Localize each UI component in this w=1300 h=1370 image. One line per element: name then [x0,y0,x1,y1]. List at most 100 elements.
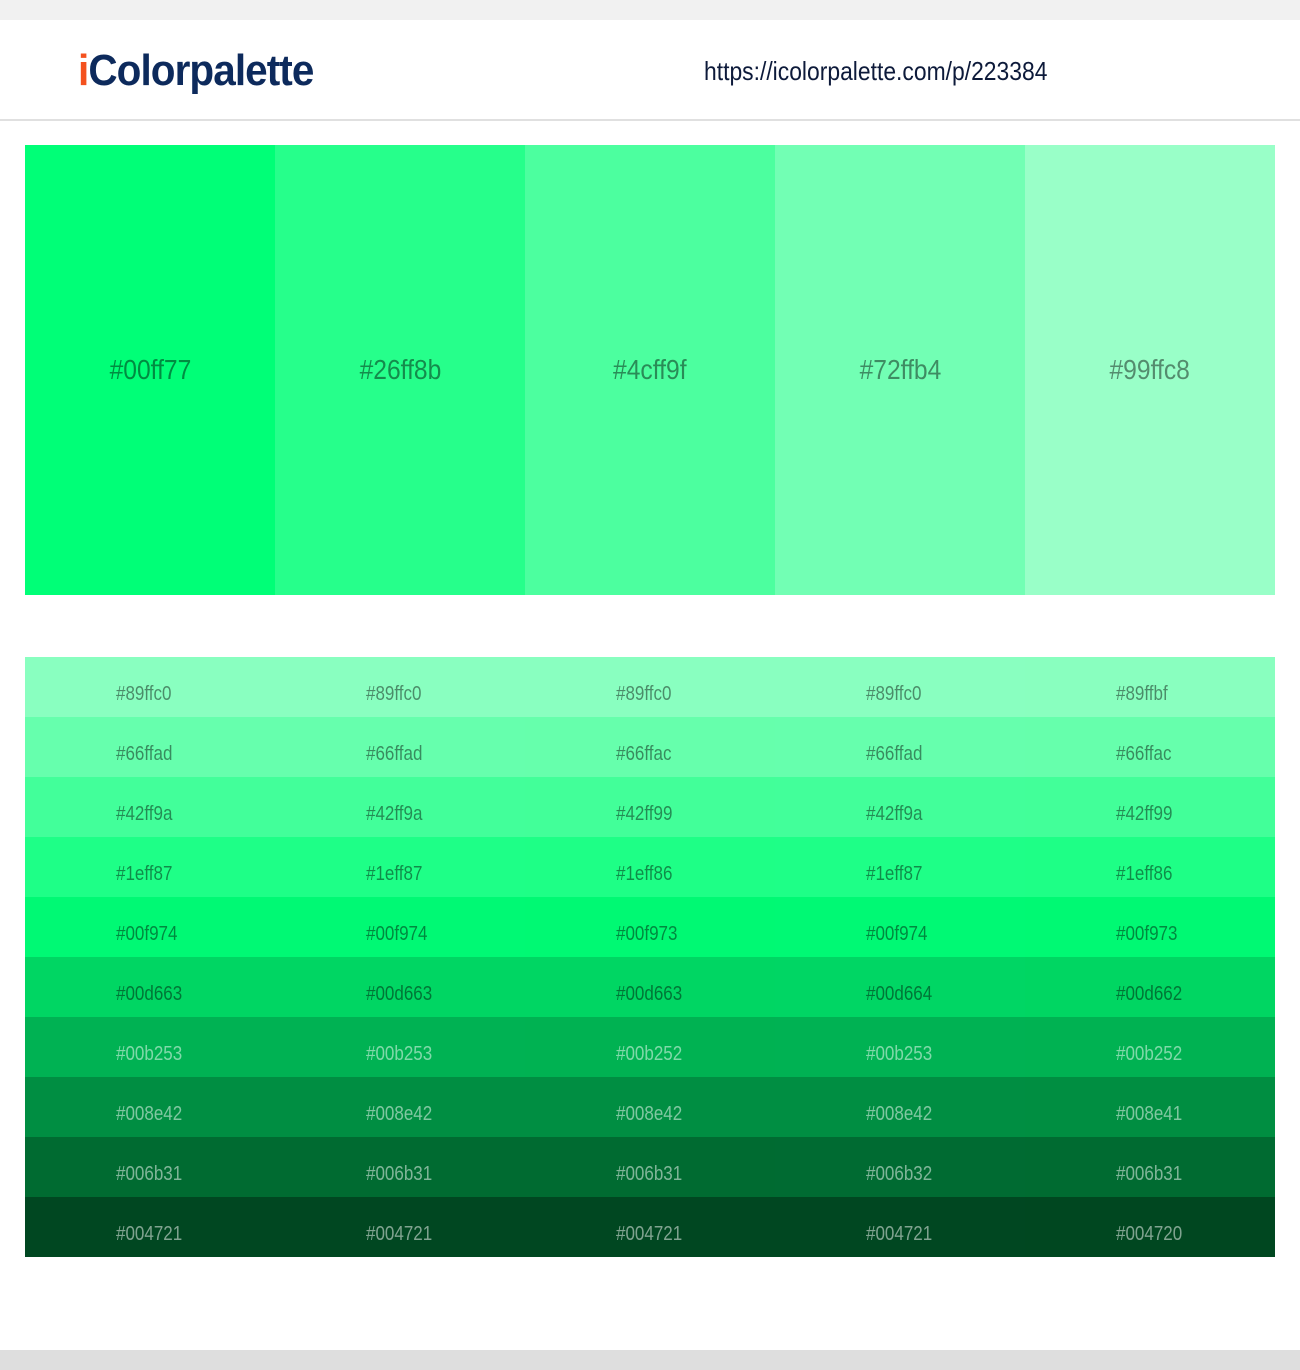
shade-cell[interactable]: #004721 [25,1197,275,1257]
shade-cell[interactable]: #42ff9a [275,777,525,837]
shade-hex-label: #1eff87 [116,863,173,885]
swatch-hex-label: #4cff9f [613,354,687,385]
color-swatch[interactable]: #00ff77 [25,145,275,595]
shade-cell[interactable]: #1eff87 [275,837,525,897]
shade-cell[interactable]: #00d663 [275,957,525,1017]
shade-cell[interactable]: #42ff9a [25,777,275,837]
shade-cell[interactable]: #42ff99 [1025,777,1275,837]
shade-hex-label: #00f973 [616,923,678,945]
shade-cell[interactable]: #006b32 [775,1137,1025,1197]
shade-hex-label: #89ffbf [1116,683,1168,705]
color-swatch[interactable]: #26ff8b [275,145,525,595]
swatch-hex-label: #99ffc8 [1109,354,1191,385]
shade-cell[interactable]: #1eff86 [525,837,775,897]
shade-hex-label: #008e42 [116,1103,183,1125]
shade-cell[interactable]: #42ff9a [775,777,1025,837]
shade-cell[interactable]: #00d663 [25,957,275,1017]
shade-cell[interactable]: #00f974 [775,897,1025,957]
shade-cell[interactable]: #004721 [275,1197,525,1257]
shade-cell[interactable]: #00f973 [525,897,775,957]
shade-row: #66ffad #66ffad #66ffac #66ffad #66ffac [25,717,1275,777]
shade-cell[interactable]: #1eff87 [25,837,275,897]
shade-hex-label: #00f974 [866,923,928,945]
shade-row: #89ffc0 #89ffc0 #89ffc0 #89ffc0 #89ffbf [25,657,1275,717]
logo-i: i [78,46,89,95]
shade-cell[interactable]: #00b252 [1025,1017,1275,1077]
shade-hex-label: #42ff99 [616,803,673,825]
shade-cell[interactable]: #006b31 [525,1137,775,1197]
top-bar [0,0,1300,20]
shade-hex-label: #00d663 [616,983,683,1005]
shade-hex-label: #00b253 [116,1043,183,1065]
shade-cell[interactable]: #89ffc0 [25,657,275,717]
shade-cell[interactable]: #00d663 [525,957,775,1017]
shade-hex-label: #00f974 [366,923,428,945]
color-swatch[interactable]: #4cff9f [525,145,775,595]
shade-hex-label: #00b252 [616,1043,683,1065]
shade-cell[interactable]: #00b253 [25,1017,275,1077]
shade-hex-label: #1eff87 [366,863,423,885]
shade-hex-label: #008e42 [866,1103,933,1125]
shade-hex-label: #004721 [366,1223,433,1245]
shade-cell[interactable]: #66ffac [1025,717,1275,777]
shade-row: #00b253 #00b253 #00b252 #00b253 #00b252 [25,1017,1275,1077]
shade-cell[interactable]: #008e42 [525,1077,775,1137]
shade-cell[interactable]: #00f973 [1025,897,1275,957]
logo[interactable]: iColorpalette [78,46,314,96]
shade-cell[interactable]: #006b31 [1025,1137,1275,1197]
shade-cell[interactable]: #008e42 [275,1077,525,1137]
shade-row: #00f974 #00f974 #00f973 #00f974 #00f973 [25,897,1275,957]
shade-cell[interactable]: #008e41 [1025,1077,1275,1137]
bottom-bar [0,1350,1300,1370]
shade-row: #008e42 #008e42 #008e42 #008e42 #008e41 [25,1077,1275,1137]
color-swatch[interactable]: #72ffb4 [775,145,1025,595]
shade-cell[interactable]: #42ff99 [525,777,775,837]
shade-row: #00d663 #00d663 #00d663 #00d664 #00d662 [25,957,1275,1017]
shade-cell[interactable]: #00b253 [775,1017,1025,1077]
shade-cell[interactable]: #66ffac [525,717,775,777]
shade-cell[interactable]: #00d664 [775,957,1025,1017]
shade-hex-label: #89ffc0 [116,683,172,705]
shade-cell[interactable]: #004721 [775,1197,1025,1257]
shade-hex-label: #42ff99 [1116,803,1173,825]
shade-hex-label: #00b253 [866,1043,933,1065]
shade-cell[interactable]: #00b252 [525,1017,775,1077]
shade-row: #006b31 #006b31 #006b31 #006b32 #006b31 [25,1137,1275,1197]
shade-hex-label: #66ffac [1116,743,1172,765]
shade-cell[interactable]: #1eff86 [1025,837,1275,897]
shade-hex-label: #00d664 [866,983,933,1005]
shade-cell[interactable]: #008e42 [775,1077,1025,1137]
shade-hex-label: #66ffad [366,743,423,765]
shade-hex-label: #89ffc0 [366,683,422,705]
shade-hex-label: #66ffad [866,743,923,765]
shade-hex-label: #89ffc0 [866,683,922,705]
shade-hex-label: #004721 [866,1223,933,1245]
main-palette: #00ff77 #26ff8b #4cff9f #72ffb4 #99ffc8 [25,145,1275,595]
shade-cell[interactable]: #00f974 [25,897,275,957]
shade-cell[interactable]: #66ffad [25,717,275,777]
color-swatch[interactable]: #99ffc8 [1025,145,1275,595]
shade-cell[interactable]: #00f974 [275,897,525,957]
shade-hex-label: #1eff86 [616,863,673,885]
shade-cell[interactable]: #66ffad [275,717,525,777]
shade-hex-label: #008e41 [1116,1103,1183,1125]
shade-cell[interactable]: #006b31 [275,1137,525,1197]
shade-cell[interactable]: #004721 [525,1197,775,1257]
shade-cell[interactable]: #66ffad [775,717,1025,777]
shade-hex-label: #006b31 [366,1163,433,1185]
shade-cell[interactable]: #89ffc0 [275,657,525,717]
shade-cell[interactable]: #008e42 [25,1077,275,1137]
shade-cell[interactable]: #00d662 [1025,957,1275,1017]
shade-cell[interactable]: #006b31 [25,1137,275,1197]
shades-grid: #89ffc0 #89ffc0 #89ffc0 #89ffc0 #89ffbf #66ff… [25,657,1275,1257]
shade-cell[interactable]: #89ffc0 [525,657,775,717]
shade-hex-label: #89ffc0 [616,683,672,705]
shade-cell[interactable]: #89ffc0 [775,657,1025,717]
shade-cell[interactable]: #89ffbf [1025,657,1275,717]
shade-hex-label: #00d663 [366,983,433,1005]
shade-cell[interactable]: #1eff87 [775,837,1025,897]
shade-hex-label: #004720 [1116,1223,1183,1245]
shade-hex-label: #00f973 [1116,923,1178,945]
shade-cell[interactable]: #004720 [1025,1197,1275,1257]
shade-cell[interactable]: #00b253 [275,1017,525,1077]
